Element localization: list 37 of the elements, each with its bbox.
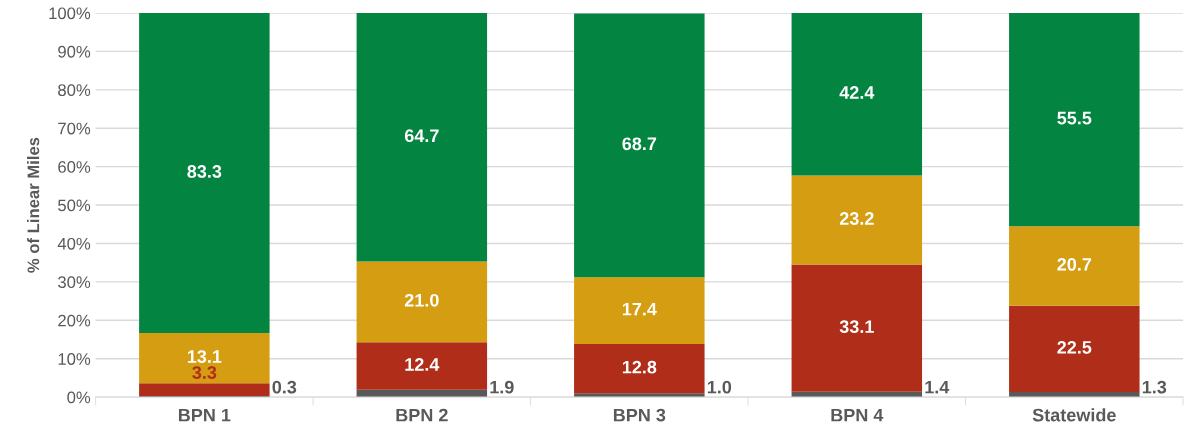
data-label: 1.3 <box>1142 380 1167 394</box>
y-tick-label: 100% <box>49 7 91 20</box>
data-label: 1.9 <box>490 380 514 394</box>
data-label: 22.5 <box>1057 340 1092 354</box>
data-label: 64.7 <box>404 129 439 143</box>
y-tick-label: 40% <box>57 237 91 250</box>
y-tick-label: 0% <box>67 391 91 404</box>
y-axis-title: % of Linear Miles <box>27 137 40 273</box>
data-label: 55.5 <box>1057 111 1092 125</box>
x-tick-label: BPN 4 <box>831 408 884 422</box>
data-label: 0.3 <box>272 380 297 394</box>
x-tick-label: BPN 3 <box>613 408 666 422</box>
x-tick-label: BPN 2 <box>396 408 448 422</box>
y-tick-label: 60% <box>58 161 91 173</box>
y-tick-label: 10% <box>58 353 91 365</box>
data-label: 3.3 <box>192 366 217 379</box>
x-tick-label: Statewide <box>1032 408 1116 422</box>
y-tick-label: 20% <box>58 314 91 327</box>
x-tick-label: BPN 1 <box>178 408 231 422</box>
data-label: 20.7 <box>1057 258 1092 271</box>
data-label: 42.4 <box>839 86 875 99</box>
data-label: 21.0 <box>404 293 439 307</box>
y-tick-label: 50% <box>58 199 91 212</box>
data-label: 83.3 <box>187 165 222 178</box>
data-label: 12.4 <box>405 358 440 371</box>
data-label: 33.1 <box>839 320 874 334</box>
data-label: 17.4 <box>622 302 657 316</box>
data-label: 68.7 <box>622 137 657 151</box>
y-tick-label: 80% <box>58 84 91 97</box>
y-tick-label: 90% <box>58 45 91 58</box>
data-label: 13.1 <box>187 350 222 363</box>
data-label: 12.8 <box>622 360 657 374</box>
data-label: 23.2 <box>839 212 874 225</box>
data-label: 1.0 <box>707 380 732 394</box>
data-label: 1.4 <box>925 380 950 394</box>
y-tick-label: 30% <box>58 276 91 289</box>
y-tick-label: 70% <box>58 122 91 135</box>
